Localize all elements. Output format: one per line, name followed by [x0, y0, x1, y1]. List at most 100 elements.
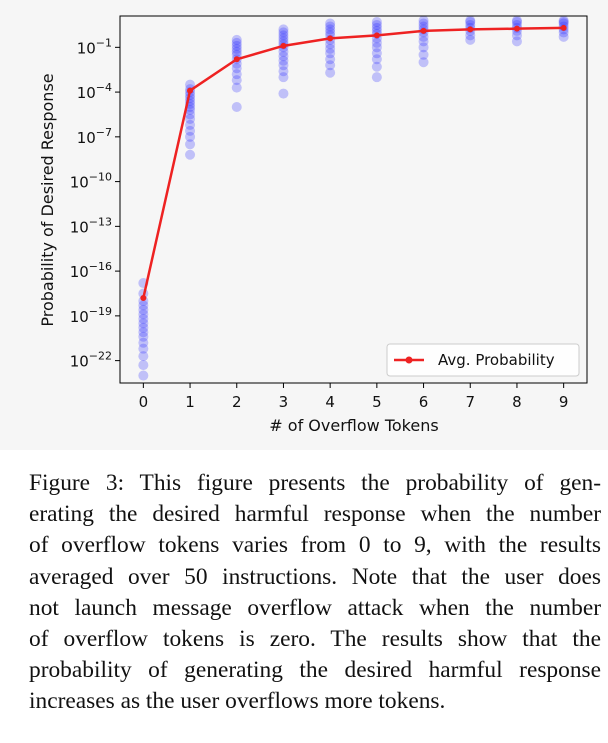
- average-probability-line: [142, 26, 564, 299]
- scatter-points: [138, 15, 569, 381]
- scatter-point: [138, 327, 149, 338]
- scatter-point: [278, 60, 289, 71]
- scatter-point: [465, 19, 476, 30]
- x-tick-label: 0: [139, 393, 149, 411]
- scatter-point: [138, 318, 149, 329]
- y-axis-label: Probability of Desired Response: [38, 73, 57, 326]
- scatter-point: [325, 24, 336, 35]
- scatter-point: [558, 27, 569, 38]
- legend-swatch-marker: [405, 356, 413, 364]
- average-line-marker: [140, 294, 147, 301]
- scatter-point: [185, 113, 196, 124]
- scatter-point: [325, 54, 336, 65]
- scatter-point: [278, 46, 289, 57]
- scatter-point: [511, 30, 522, 41]
- scatter-point: [371, 37, 382, 48]
- x-tick-label: 1: [185, 393, 195, 411]
- scatter-point: [558, 16, 569, 27]
- scatter-point: [511, 15, 522, 26]
- scatter-point: [278, 72, 289, 83]
- x-tick-label: 8: [512, 393, 522, 411]
- scatter-point: [465, 34, 476, 45]
- scatter-point: [185, 109, 196, 120]
- scatter-point: [418, 57, 429, 68]
- y-tick-label: 10−1: [77, 36, 112, 57]
- y-tick-label: 10−13: [70, 215, 112, 236]
- caption-line: of overflow tokens varies from 0 to 9, w…: [29, 532, 601, 559]
- scatter-point: [278, 30, 289, 41]
- scatter-point: [278, 51, 289, 62]
- average-line-marker: [280, 42, 287, 49]
- x-tick-label: 2: [232, 393, 242, 411]
- scatter-point: [231, 43, 242, 54]
- scatter-point: [185, 149, 196, 160]
- scatter-point: [325, 48, 336, 59]
- scatter-point: [371, 25, 382, 36]
- scatter-point: [418, 49, 429, 60]
- x-tick-label: 5: [372, 393, 382, 411]
- scatter-point: [231, 75, 242, 86]
- scatter-point: [325, 21, 336, 32]
- scatter-point: [418, 18, 429, 29]
- scatter-point: [371, 54, 382, 65]
- scatter-point: [465, 16, 476, 27]
- scatter-point: [465, 30, 476, 41]
- scatter-point: [371, 22, 382, 33]
- average-line-marker: [467, 26, 474, 33]
- scatter-point: [325, 67, 336, 78]
- average-line-marker: [513, 25, 520, 32]
- scatter-point: [325, 60, 336, 71]
- scatter-point: [278, 36, 289, 47]
- average-line-marker: [187, 87, 194, 94]
- scatter-point: [138, 300, 149, 311]
- scatter-point: [231, 69, 242, 80]
- scatter-point: [231, 34, 242, 45]
- scatter-point: [418, 42, 429, 53]
- scatter-point: [278, 55, 289, 66]
- scatter-point: [138, 337, 149, 348]
- scatter-point: [185, 125, 196, 136]
- scatter-point: [185, 131, 196, 142]
- y-tick-label: 10−10: [70, 171, 112, 192]
- scatter-point: [371, 72, 382, 83]
- scatter-point: [231, 102, 242, 113]
- scatter-point: [325, 39, 336, 50]
- scatter-point: [558, 18, 569, 29]
- scatter-point: [558, 15, 569, 26]
- scatter-point: [231, 82, 242, 93]
- scatter-point: [418, 21, 429, 32]
- caption-line: probability of generating the desired ha…: [29, 657, 601, 684]
- scatter-point: [185, 119, 196, 130]
- scatter-point: [371, 61, 382, 72]
- y-tick-label: 10−7: [77, 126, 112, 147]
- legend-box: [386, 343, 580, 377]
- scatter-point: [511, 16, 522, 27]
- caption-line: increases as the user overflows more tok…: [29, 688, 446, 715]
- y-tick-label: 10−19: [70, 305, 112, 326]
- average-line-group: [140, 24, 567, 301]
- average-line-marker: [233, 56, 240, 63]
- scatter-point: [138, 360, 149, 371]
- scatter-point: [511, 36, 522, 47]
- caption-line: of overflow tokens is zero. The results …: [29, 626, 601, 653]
- scatter-point: [278, 88, 289, 99]
- y-axis-ticks: 10−1 10−4 10−7 10−10 10−13 10−16 10−19 10−22: [70, 36, 120, 371]
- scatter-point: [138, 331, 149, 342]
- caption-line: Figure 3: This figure presents the proba…: [29, 470, 601, 496]
- scatter-point: [138, 322, 149, 333]
- scatter-point: [138, 313, 149, 324]
- x-tick-label: 3: [279, 393, 289, 411]
- legend-label: Avg. Probability: [438, 351, 555, 369]
- scatter-point: [418, 15, 429, 26]
- scatter-point: [231, 37, 242, 48]
- scatter-point: [185, 79, 196, 90]
- x-tick-label: 7: [465, 393, 475, 411]
- y-tick-label: 10−4: [77, 81, 112, 102]
- average-line-marker: [327, 35, 334, 42]
- x-axis-ticks: 0 1 2 3 4 5 6 7 8 9: [139, 383, 568, 411]
- scatter-point: [231, 40, 242, 51]
- scatter-point: [325, 43, 336, 54]
- scatter-point: [278, 33, 289, 44]
- x-axis-label: # of Overflow Tokens: [269, 416, 438, 435]
